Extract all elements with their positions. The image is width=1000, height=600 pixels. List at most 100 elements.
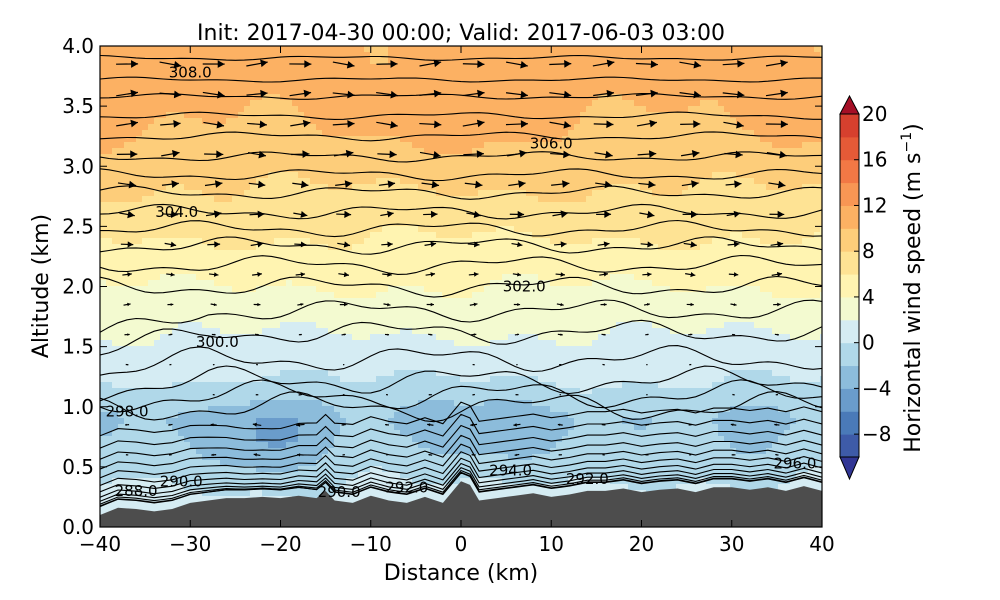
wind-speed-cell	[700, 76, 707, 83]
wind-speed-cell	[466, 76, 473, 83]
wind-speed-cell	[724, 232, 731, 239]
wind-speed-cell	[316, 82, 323, 89]
wind-speed-cell	[448, 250, 455, 257]
wind-speed-cell	[796, 238, 803, 245]
wind-speed-cell	[724, 238, 731, 245]
wind-speed-cell	[604, 94, 611, 101]
wind-speed-cell	[184, 118, 191, 125]
wind-speed-cell	[340, 172, 347, 179]
wind-speed-cell	[664, 112, 671, 119]
wind-speed-cell	[664, 100, 671, 107]
wind-speed-cell	[334, 154, 341, 161]
wind-speed-cell	[592, 196, 599, 203]
wind-speed-cell	[172, 262, 179, 269]
wind-speed-cell	[814, 124, 821, 131]
wind-speed-cell	[502, 142, 509, 149]
wind-speed-cell	[100, 208, 107, 215]
wind-speed-cell	[772, 64, 779, 71]
wind-speed-cell	[118, 136, 125, 143]
wind-speed-cell	[334, 124, 341, 131]
wind-speed-cell	[376, 256, 383, 263]
wind-speed-cell	[466, 64, 473, 71]
wind-speed-cell	[154, 58, 161, 65]
wind-speed-cell	[544, 238, 551, 245]
wind-speed-cell	[418, 286, 425, 293]
wind-speed-cell	[298, 70, 305, 77]
wind-speed-cell	[424, 118, 431, 125]
wind-speed-cell	[382, 88, 389, 95]
wind-speed-cell	[328, 208, 335, 215]
wind-speed-cell	[172, 130, 179, 137]
wind-speed-cell	[670, 202, 677, 209]
wind-speed-cell	[478, 100, 485, 107]
wind-speed-cell	[310, 148, 317, 155]
wind-speed-cell	[142, 76, 149, 83]
wind-speed-cell	[376, 130, 383, 137]
wind-speed-cell	[136, 214, 143, 221]
wind-speed-cell	[520, 76, 527, 83]
wind-speed-cell	[370, 256, 377, 263]
wind-speed-cell	[778, 130, 785, 137]
wind-speed-cell	[196, 106, 203, 113]
wind-speed-cell	[232, 184, 239, 191]
wind-speed-cell	[736, 142, 743, 149]
wind-speed-cell	[424, 208, 431, 215]
wind-speed-cell	[100, 202, 107, 209]
wind-speed-cell	[514, 250, 521, 257]
wind-speed-cell	[418, 226, 425, 233]
wind-speed-cell	[688, 190, 695, 197]
wind-speed-cell	[160, 220, 167, 227]
wind-speed-cell	[640, 154, 647, 161]
wind-speed-cell	[124, 238, 131, 245]
wind-speed-cell	[532, 52, 539, 59]
wind-speed-cell	[490, 154, 497, 161]
wind-speed-cell	[556, 64, 563, 71]
wind-speed-cell	[226, 52, 233, 59]
wind-speed-cell	[280, 118, 287, 125]
wind-speed-cell	[130, 196, 137, 203]
wind-speed-cell	[490, 220, 497, 227]
wind-speed-cell	[148, 154, 155, 161]
wind-speed-cell	[328, 274, 335, 281]
wind-speed-cell	[820, 58, 822, 65]
wind-speed-cell	[694, 112, 701, 119]
wind-speed-cell	[730, 190, 737, 197]
wind-speed-cell	[718, 106, 725, 113]
wind-speed-cell	[622, 148, 629, 155]
wind-speed-cell	[100, 232, 107, 239]
wind-speed-cell	[784, 178, 791, 185]
wind-speed-cell	[328, 232, 335, 239]
wind-speed-cell	[280, 76, 287, 83]
wind-speed-cell	[406, 232, 413, 239]
wind-speed-cell	[730, 46, 737, 53]
wind-speed-cell	[262, 124, 269, 131]
wind-speed-cell	[394, 238, 401, 245]
wind-speed-cell	[496, 208, 503, 215]
wind-speed-cell	[316, 160, 323, 167]
wind-speed-cell	[448, 202, 455, 209]
wind-speed-cell	[610, 94, 617, 101]
wind-speed-cell	[118, 142, 125, 149]
wind-speed-cell	[634, 202, 641, 209]
wind-speed-cell	[178, 184, 185, 191]
wind-speed-cell	[526, 64, 533, 71]
wind-speed-cell	[238, 238, 245, 245]
wind-speed-cell	[550, 244, 557, 251]
wind-speed-cell	[448, 226, 455, 233]
wind-speed-cell	[292, 58, 299, 65]
wind-speed-cell	[814, 238, 821, 245]
wind-speed-cell	[298, 52, 305, 59]
wind-speed-cell	[112, 106, 119, 113]
wind-speed-cell	[250, 280, 257, 287]
wind-speed-cell	[526, 250, 533, 257]
wind-speed-cell	[820, 154, 822, 161]
wind-speed-cell	[670, 124, 677, 131]
wind-speed-cell	[640, 52, 647, 59]
wind-speed-cell	[442, 70, 449, 77]
wind-speed-cell	[802, 82, 809, 89]
wind-speed-cell	[322, 76, 329, 83]
wind-speed-cell	[472, 262, 479, 269]
wind-speed-cell	[340, 202, 347, 209]
wind-speed-cell	[520, 244, 527, 251]
wind-speed-cell	[442, 250, 449, 257]
